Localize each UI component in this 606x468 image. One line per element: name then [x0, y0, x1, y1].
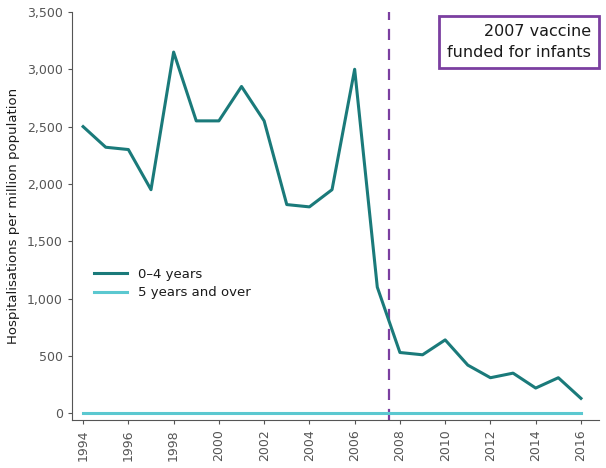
- Legend: 0–4 years, 5 years and over: 0–4 years, 5 years and over: [94, 268, 250, 299]
- Text: 2007 vaccine
funded for infants: 2007 vaccine funded for infants: [447, 24, 591, 60]
- Y-axis label: Hospitalisations per million population: Hospitalisations per million population: [7, 88, 20, 344]
